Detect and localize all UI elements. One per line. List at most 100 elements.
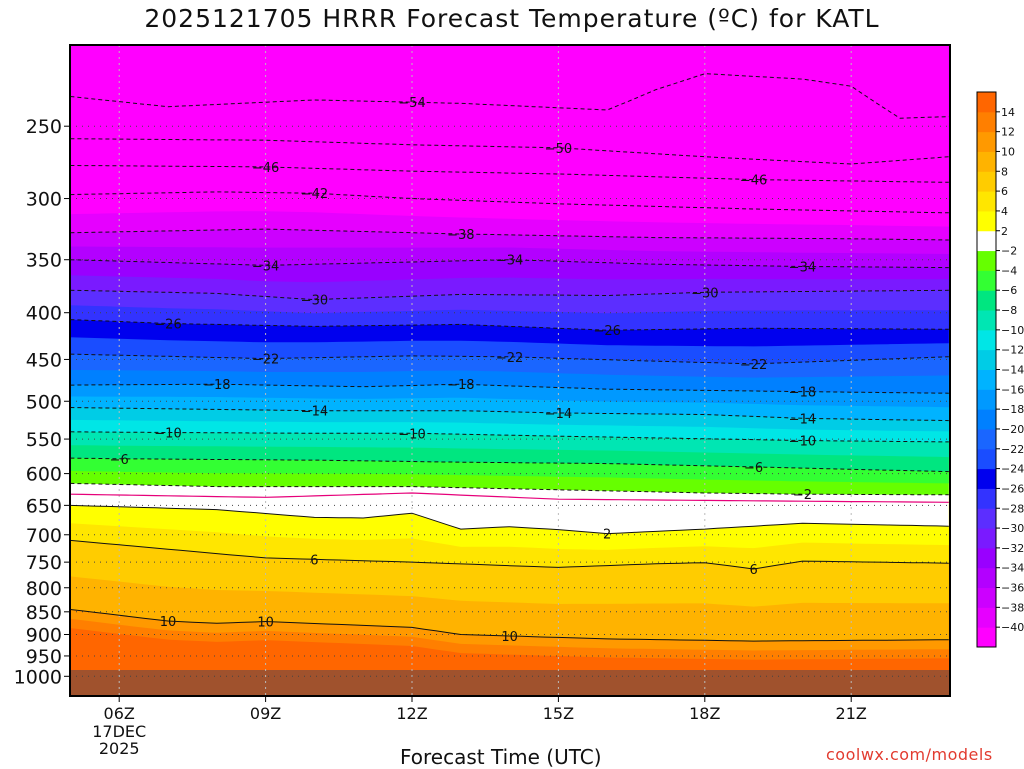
- isotherm-label: 6: [310, 553, 318, 568]
- x-tick-label: 06Z: [104, 704, 135, 723]
- isotherm-label: −46: [252, 161, 279, 176]
- legend-swatch: [977, 607, 996, 628]
- y-tick-label: 850: [26, 602, 62, 624]
- legend-swatch: [977, 191, 996, 212]
- y-tick-label: 600: [26, 464, 62, 486]
- temp-band--40: [70, 45, 949, 227]
- legend-swatch: [977, 349, 996, 370]
- isotherm-label: −14: [545, 407, 572, 422]
- y-tick-label: 900: [26, 624, 62, 646]
- isotherm-label: −54: [398, 96, 425, 111]
- x-tick-label: 21Z: [836, 704, 867, 723]
- x-axis-label: Forecast Time (UTC): [400, 745, 602, 769]
- isotherm-label: −6: [744, 461, 763, 476]
- y-tick-label: 950: [26, 646, 62, 668]
- x-tick-label: 09Z: [250, 704, 281, 723]
- legend-swatch: [977, 468, 996, 489]
- legend-tick-label: 4: [1001, 205, 1008, 218]
- legend-tick-label: −30: [1001, 522, 1024, 535]
- isotherm-label: −34: [252, 259, 279, 274]
- isotherm-label: −22: [252, 353, 279, 368]
- isotherm-label: −10: [789, 435, 816, 450]
- legend-swatch: [977, 448, 996, 470]
- isotherm-label: 2: [603, 528, 611, 543]
- legend-tick-label: −32: [1001, 542, 1024, 555]
- y-tick-label: 1000: [14, 666, 62, 688]
- legend-tick-label: −40: [1001, 621, 1024, 634]
- legend-tick-label: −26: [1001, 482, 1024, 495]
- isotherm-label: −46: [740, 174, 767, 189]
- isotherm-label: −14: [789, 412, 816, 427]
- y-tick-label: 400: [26, 303, 62, 325]
- chart-title: 2025121705 HRRR Forecast Temperature (ºC…: [144, 4, 880, 33]
- legend-swatch: [977, 210, 996, 232]
- legend-tick-label: 10: [1001, 145, 1015, 158]
- legend-swatch: [977, 131, 996, 152]
- legend-swatch: [977, 250, 996, 271]
- isotherm-label: −14: [301, 405, 328, 420]
- isotherm-label: −2: [793, 488, 812, 503]
- legend-swatch: [977, 92, 996, 113]
- legend-swatch: [977, 528, 996, 549]
- isotherm-10: [70, 609, 949, 642]
- isotherm-label: −34: [496, 254, 523, 269]
- legend-tick-label: −6: [1001, 284, 1017, 297]
- legend-tick-label: −38: [1001, 601, 1024, 614]
- legend-swatch: [977, 409, 996, 430]
- isotherm-label: 10: [160, 615, 177, 630]
- x-tick-sublabel: 2025: [99, 739, 140, 758]
- y-tick-label: 500: [26, 391, 62, 413]
- legend-tick-label: 12: [1001, 126, 1015, 139]
- x-tick-label: 18Z: [689, 704, 720, 723]
- legend-swatch: [977, 508, 996, 529]
- legend-tick-label: −28: [1001, 502, 1024, 515]
- isotherm-label: −10: [398, 427, 425, 442]
- y-tick-label: 650: [26, 495, 62, 517]
- isotherm-2: [70, 504, 949, 535]
- isotherm-label: 6: [749, 563, 757, 578]
- isotherm-label: −18: [789, 386, 816, 401]
- source-watermark[interactable]: coolwx.com/models: [826, 745, 993, 764]
- legend-tick-label: 8: [1001, 165, 1008, 178]
- x-tick-sublabel: 17DEC: [92, 722, 146, 741]
- isotherm-label: −18: [447, 378, 474, 393]
- legend-swatch: [977, 290, 996, 311]
- isotherm-label: −30: [691, 286, 718, 301]
- isotherm-label: −38: [447, 228, 474, 243]
- legend-tick-label: −24: [1001, 463, 1024, 476]
- y-tick-label: 450: [26, 349, 62, 371]
- legend-tick-label: −16: [1001, 383, 1024, 396]
- isotherm-label: −26: [154, 317, 181, 332]
- x-tick-label: 12Z: [396, 704, 427, 723]
- y-tick-label: 350: [26, 250, 62, 272]
- isotherm-label: −18: [203, 378, 230, 393]
- y-tick-label: 250: [26, 116, 62, 138]
- legend-swatch: [977, 270, 996, 291]
- legend-tick-label: −12: [1001, 344, 1024, 357]
- isotherm-label: −50: [545, 142, 572, 157]
- legend-swatch: [977, 151, 996, 172]
- legend-tick-label: −20: [1001, 423, 1024, 436]
- ground-below-surface: [70, 670, 950, 696]
- isotherm-label: −6: [110, 453, 129, 468]
- legend-tick-label: −34: [1001, 562, 1024, 575]
- freezing-line: [70, 492, 949, 503]
- legend-tick-label: −8: [1001, 304, 1017, 317]
- isotherm-6: [70, 539, 949, 570]
- legend-swatch: [977, 310, 996, 331]
- legend-tick-label: −2: [1001, 245, 1017, 258]
- legend-swatch: [977, 230, 996, 252]
- isotherm-label: −42: [301, 187, 328, 202]
- legend-swatch: [977, 488, 996, 509]
- y-tick-label: 750: [26, 552, 62, 574]
- isotherm-label: 10: [257, 615, 274, 630]
- legend-tick-label: −22: [1001, 443, 1024, 456]
- legend-tick-label: −36: [1001, 582, 1024, 595]
- plot-frame: [69, 44, 951, 697]
- isotherm-label: −10: [154, 427, 181, 442]
- legend-swatch: [977, 567, 996, 589]
- legend-swatch: [977, 547, 996, 569]
- isotherm-label: −30: [301, 294, 328, 309]
- legend-tick-label: 2: [1001, 225, 1008, 238]
